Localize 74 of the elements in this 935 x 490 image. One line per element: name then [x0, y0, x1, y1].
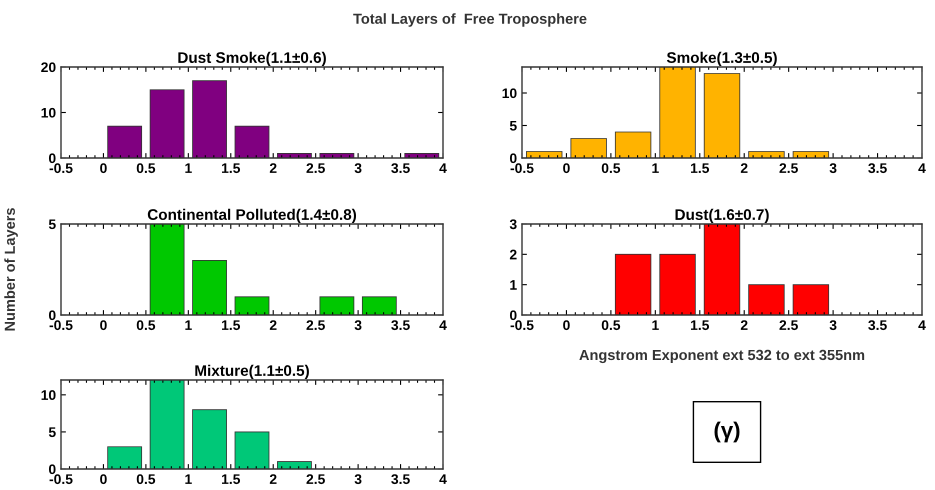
y-tick-label: 1: [510, 280, 517, 290]
x-tick-label: 1: [185, 474, 192, 484]
x-tick-label: 1.5: [691, 163, 710, 174]
y-tick-label: 2: [510, 250, 517, 260]
y-tick-label: 0: [48, 464, 56, 474]
y-axis-title: Number of Layers: [4, 208, 18, 331]
x-tick-label: 3.5: [391, 474, 410, 484]
chart-title: Smoke(1.3±0.5): [666, 52, 777, 66]
chart-title: Dust(1.6±0.7): [676, 208, 769, 224]
x-tick-label: 1: [652, 163, 659, 173]
x-tick-label: -0.5: [50, 474, 73, 484]
y-tick-label: 10: [502, 88, 517, 98]
x-tick-label: 1.5: [691, 320, 710, 330]
x-tick-label: 0: [563, 163, 570, 174]
x-tick-label: -0.5: [50, 320, 73, 330]
y-tick-label: 10: [42, 390, 56, 400]
x-tick-label: 0: [563, 320, 570, 330]
x-tick-label: 3: [830, 320, 836, 330]
y-tick-label: 5: [48, 427, 56, 438]
x-tick-label: 0: [100, 163, 107, 174]
x-tick-label: 2: [740, 163, 748, 173]
x-tick-label: 1.5: [222, 320, 240, 330]
x-tick-label: 3.5: [868, 163, 887, 174]
x-tick-label: 2.5: [306, 320, 325, 330]
x-tick-label: 2.5: [779, 320, 798, 330]
x-tick-label: 3: [354, 320, 362, 330]
x-tick-label: 2: [740, 320, 748, 330]
x-tick-label: 0.5: [602, 163, 620, 174]
chart-title: Mixture(1.1±0.5): [195, 364, 309, 380]
y-tick-label: 5: [510, 120, 517, 131]
x-tick-label: -0.5: [50, 163, 73, 174]
x-axis-title: Angstrom Exponent ext 532 to ext 355nm: [579, 350, 864, 364]
y-tick-label: 3: [510, 219, 517, 230]
x-tick-label: 4: [439, 474, 447, 484]
chart-title: Continental Polluted(1.4±0.8): [148, 208, 356, 224]
x-tick-label: 3: [354, 474, 362, 484]
y-tick-label: 20: [41, 62, 56, 72]
x-tick-label: 1: [185, 320, 192, 330]
x-tick-label: 0.5: [602, 320, 620, 330]
x-tick-label: 2: [270, 474, 277, 484]
text: (γ): [714, 422, 740, 442]
x-tick-label: 3.5: [868, 320, 887, 330]
y-tick-label: 0: [510, 153, 517, 164]
x-tick-label: 1.5: [222, 163, 240, 174]
x-tick-label: 1: [185, 163, 192, 173]
y-tick-label: 5: [48, 219, 56, 230]
x-tick-label: 0.5: [136, 163, 156, 174]
y-tick-label: 0: [48, 153, 56, 164]
x-tick-label: 3.5: [391, 320, 410, 330]
x-tick-label: 4: [918, 320, 926, 330]
x-tick-label: 2.5: [306, 163, 325, 174]
x-tick-label: 2.5: [306, 474, 325, 484]
x-tick-label: 1: [652, 320, 659, 330]
x-tick-label: 0: [100, 320, 107, 330]
x-tick-label: 4: [439, 320, 447, 330]
x-tick-label: 4: [918, 163, 926, 173]
text: Total Layers of Free Troposphere: [353, 13, 586, 27]
x-tick-label: 2: [270, 163, 277, 173]
x-tick-label: 3: [830, 163, 836, 174]
x-tick-label: 3: [354, 163, 362, 174]
x-tick-label: -0.5: [510, 320, 534, 330]
chart-title: Dust Smoke(1.1±0.6): [178, 52, 326, 66]
y-tick-label: 0: [510, 310, 517, 320]
x-tick-label: 4: [439, 163, 447, 173]
x-tick-label: 3.5: [391, 163, 410, 174]
x-tick-label: -0.5: [510, 163, 534, 174]
x-tick-label: 2.5: [779, 163, 798, 174]
x-tick-label: 0.5: [136, 474, 156, 484]
x-tick-label: 2: [270, 320, 277, 330]
x-tick-label: 0: [100, 474, 107, 484]
x-tick-label: 1.5: [222, 474, 240, 484]
y-tick-label: 0: [48, 310, 56, 320]
x-tick-label: 0.5: [136, 320, 156, 330]
y-tick-label: 10: [42, 108, 56, 118]
